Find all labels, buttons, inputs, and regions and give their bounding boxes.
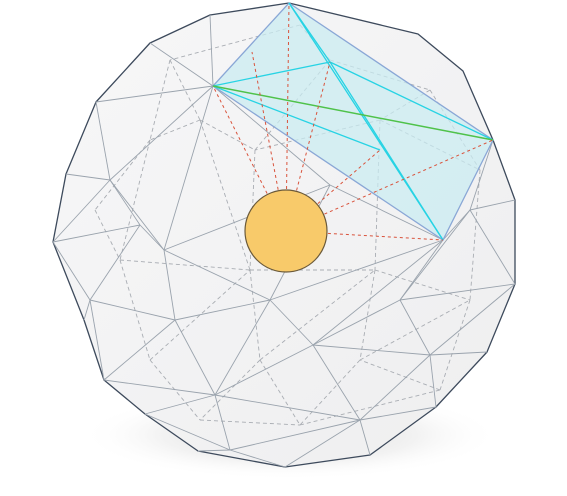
cell-inner-edge [329,61,494,141]
front-edge [139,224,165,251]
front-edge [52,241,91,301]
front-edges [52,14,516,468]
front-edge [359,406,437,421]
front-edge [329,184,444,241]
hidden-edge [149,359,201,421]
hidden-edge [299,389,441,426]
front-edge [229,449,286,468]
front-edge [469,139,494,211]
hidden-edge [119,259,251,271]
hidden-edge [359,269,376,361]
front-edge [214,394,231,451]
hidden-edge [199,359,261,421]
hidden-edge [199,119,251,271]
front-edge [174,299,271,321]
hidden-edge [469,169,481,301]
front-edge [359,354,431,421]
hidden-edge [439,299,471,391]
cell-inner-edge [212,85,381,151]
front-edge [359,419,371,456]
front-edge [284,419,361,468]
front-edge [469,199,516,211]
front-edge [469,209,516,285]
front-edge [214,299,271,396]
front-edge [83,299,91,321]
front-edge [214,344,314,396]
hidden-edge [199,419,301,426]
hidden-edge [149,119,201,141]
hidden-edge [259,359,301,426]
cell-inner-edge [212,61,331,87]
front-edge [312,239,444,346]
front-edge [89,224,141,301]
hidden-edge [199,119,256,151]
front-edge [149,42,214,87]
front-edge [212,85,331,186]
cell-inner-edges [212,2,494,241]
front-edge [103,319,176,381]
front-edge [312,344,431,356]
front-edge [197,449,231,452]
front-edge [103,379,216,396]
front-edge [312,344,361,421]
front-edge [429,354,437,408]
front-edge [269,299,314,346]
front-edge [312,299,401,346]
front-edge [229,419,361,451]
hidden-edge [94,209,121,261]
front-edge [269,239,444,301]
front-edge [163,249,176,321]
front-edge [429,283,516,356]
hidden-edge [149,269,251,361]
hidden-edge [259,269,376,361]
inscribed-sphere [244,189,328,273]
front-edge [109,179,165,251]
hidden-edge [299,359,361,426]
front-edge [95,101,111,181]
front-edge [209,14,214,87]
cell-inner-edge [329,61,444,241]
front-edge [109,179,141,226]
front-edge [65,173,111,181]
front-edge [399,209,471,301]
front-edge [144,394,216,415]
front-edge [95,85,214,103]
front-edge [89,299,105,381]
front-edge [214,394,361,421]
front-edge [399,299,431,356]
front-edge [144,413,231,451]
projection-line [285,61,331,232]
front-edge [429,351,488,356]
front-edge [399,283,516,301]
hidden-edge [249,269,261,361]
front-edge [109,85,214,181]
front-edge [89,299,176,321]
hidden-edge [119,259,151,361]
front-edge [399,239,444,301]
front-edge [174,319,216,396]
hidden-edge [374,269,471,301]
front-edge [52,179,111,243]
front-edge [442,209,471,241]
front-edge [163,249,271,301]
hidden-edge [359,359,441,391]
front-edge [52,224,141,243]
front-edge [163,85,214,251]
